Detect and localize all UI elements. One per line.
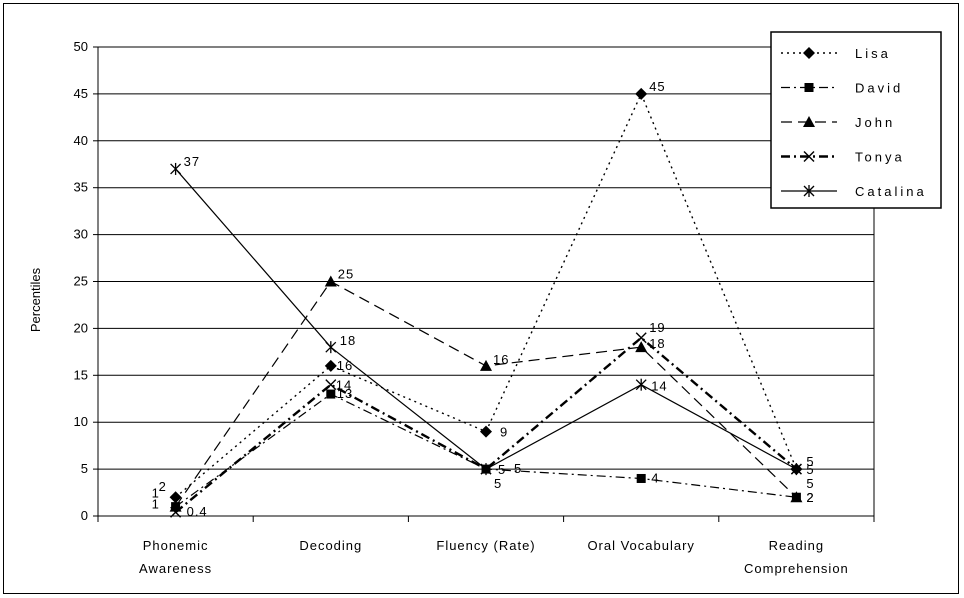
y-tick-label: 50: [74, 39, 88, 54]
data-label: 2: [159, 479, 167, 494]
y-tick-label: 45: [74, 86, 88, 101]
y-tick-label: 25: [74, 274, 88, 289]
diamond-marker: [169, 491, 182, 504]
asterisk-marker: [790, 463, 802, 476]
data-label: 2: [806, 490, 814, 505]
y-tick-label: 15: [74, 367, 88, 382]
data-label: 25: [338, 267, 354, 282]
data-label: 2: [806, 490, 814, 505]
x-axis-categories: Phonemic Awareness Decoding Fluency (Rate) O…: [139, 538, 849, 576]
y-tick-label: 5: [81, 461, 88, 476]
data-label: 5: [806, 476, 814, 491]
triangle-marker: [790, 491, 803, 503]
data-label: 16: [493, 352, 509, 367]
asterisk-marker: [635, 378, 647, 391]
x-category-label: Reading: [769, 538, 824, 553]
x-marker-stroke: [635, 332, 647, 344]
square-marker: [804, 83, 814, 92]
series-line-tonya: [174, 336, 798, 514]
x-category-label: Comprehension: [744, 561, 849, 576]
legend-label: David: [855, 81, 903, 96]
series-line-david: [175, 393, 797, 508]
data-label: 18: [340, 333, 356, 348]
triangle-marker: [635, 341, 648, 353]
data-label: 0.4: [187, 504, 208, 519]
legend-box: [770, 31, 942, 209]
asterisk-marker: [480, 463, 492, 476]
data-label: 1: [152, 486, 160, 501]
y-tick-label: 20: [74, 320, 88, 335]
x-category-label: Awareness: [139, 561, 212, 576]
triangle-marker: [803, 116, 815, 127]
triangle-marker: [324, 275, 337, 287]
x-category-label: Fluency (Rate): [436, 538, 535, 553]
asterisk-marker: [170, 162, 182, 175]
y-tick-label: 0: [81, 508, 88, 523]
x-marker: [635, 332, 647, 344]
data-label: 5: [498, 462, 506, 477]
data-label: 14: [336, 378, 352, 393]
data-label: 19: [649, 320, 665, 335]
data-label: 16: [337, 358, 353, 373]
legend-label: Catalina: [855, 184, 927, 199]
diamond-marker: [480, 425, 492, 438]
data-label: 5: [806, 462, 814, 477]
square-marker: [326, 389, 336, 399]
asterisk-marker: [803, 185, 815, 197]
data-label: 5: [514, 461, 522, 476]
triangle-marker: [480, 359, 492, 371]
y-axis-label: Percentiles: [28, 267, 43, 332]
data-label: 37: [184, 154, 200, 169]
series-markers: [169, 87, 803, 518]
x-category-label: Decoding: [299, 538, 362, 553]
data-label: 4: [651, 470, 659, 485]
series-line-catalina: [175, 168, 797, 470]
data-label: 13: [337, 386, 353, 401]
diamond-marker: [635, 87, 648, 100]
x-marker-stroke: [325, 379, 337, 391]
data-label: 1: [152, 497, 160, 512]
x-marker: [803, 151, 815, 162]
legend-label: Lisa: [855, 46, 891, 61]
diamond-marker: [324, 359, 337, 372]
y-tick-label: 35: [74, 180, 88, 195]
series-lines: [174, 92, 798, 514]
diamond-marker: [803, 47, 815, 59]
y-tick-label: 10: [74, 414, 88, 429]
legend-label: Tonya: [855, 150, 905, 165]
asterisk-marker: [325, 341, 337, 354]
data-label: 5: [806, 454, 814, 469]
legend-label: John: [855, 115, 895, 130]
y-tick-label: 30: [74, 227, 88, 242]
data-label: 9: [500, 425, 508, 440]
x-marker-stroke: [803, 151, 815, 162]
x-category-label: Oral Vocabulary: [587, 538, 695, 553]
x-marker: [170, 506, 182, 518]
y-axis-ticks: 0 5 10 15 20 25 30 35 40 45 50: [74, 39, 98, 523]
data-label: 5: [494, 476, 502, 491]
x-category-label: Phonemic: [143, 538, 209, 553]
data-label: 45: [649, 79, 665, 94]
x-marker: [325, 379, 337, 391]
y-tick-label: 40: [74, 133, 88, 148]
data-label: 18: [649, 336, 665, 351]
x-marker-stroke: [170, 506, 182, 518]
data-label: 14: [651, 379, 667, 394]
legend: Lisa David John Tonya Catalina: [770, 31, 942, 209]
square-marker: [636, 473, 646, 483]
grid-lines: [98, 46, 874, 470]
